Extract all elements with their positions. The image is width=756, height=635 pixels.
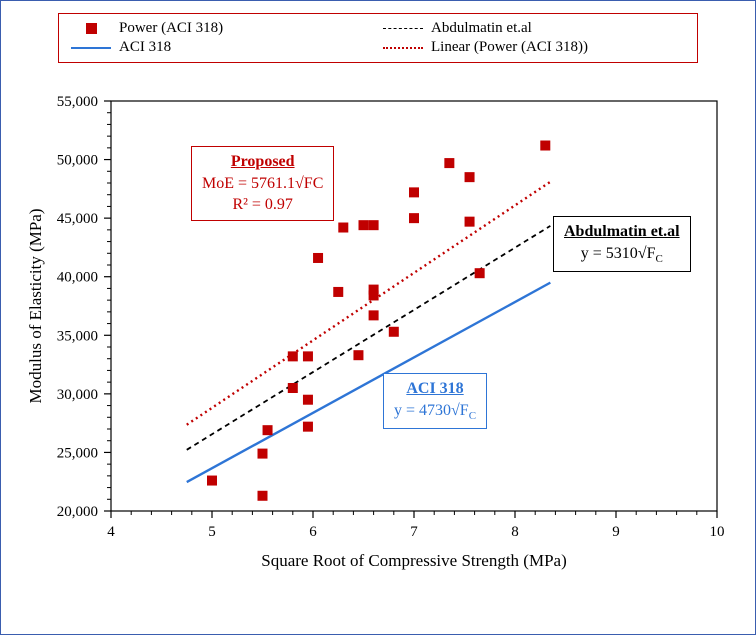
legend-label: Linear (Power (ACI 318)) bbox=[431, 39, 588, 56]
legend-label: ACI 318 bbox=[119, 39, 171, 56]
annotation-title: Proposed bbox=[202, 151, 323, 173]
annotation-line: y = 5310√FC bbox=[564, 243, 680, 267]
legend-item-linear: Linear (Power (ACI 318)) bbox=[383, 39, 685, 56]
solid-line-icon bbox=[71, 47, 111, 49]
legend-label: Power (ACI 318) bbox=[119, 20, 223, 37]
annotation-line: y = 4730√FC bbox=[394, 400, 476, 424]
svg-text:50,000: 50,000 bbox=[57, 153, 98, 169]
svg-text:55,000: 55,000 bbox=[57, 94, 98, 110]
legend-item-aci318: ACI 318 bbox=[71, 39, 373, 56]
svg-text:20,000: 20,000 bbox=[57, 504, 98, 520]
svg-text:8: 8 bbox=[511, 524, 519, 540]
annotation-title: Abdulmatin et.al bbox=[564, 221, 680, 243]
legend-item-abdulmatin: Abdulmatin et.al bbox=[383, 20, 685, 37]
svg-text:10: 10 bbox=[710, 524, 725, 540]
plot-svg: 4 5 6 7 8 9 10 Square Root of Compressive Stren… bbox=[1, 71, 756, 591]
svg-text:6: 6 bbox=[309, 524, 317, 540]
svg-text:5: 5 bbox=[208, 524, 216, 540]
dashed-line-icon bbox=[383, 28, 423, 29]
svg-text:25,000: 25,000 bbox=[57, 445, 98, 461]
annotation-aci318: ACI 318 y = 4730√FC bbox=[383, 373, 487, 429]
svg-text:Square Root of Compressive Str: Square Root of Compressive Strength (MPa… bbox=[261, 551, 567, 570]
svg-text:30,000: 30,000 bbox=[57, 387, 98, 403]
legend: Power (ACI 318) Abdulmatin et.al ACI 318… bbox=[58, 13, 698, 63]
svg-text:9: 9 bbox=[612, 524, 620, 540]
svg-text:35,000: 35,000 bbox=[57, 328, 98, 344]
legend-label: Abdulmatin et.al bbox=[431, 20, 532, 37]
annotation-line: R² = 0.97 bbox=[202, 194, 323, 216]
svg-text:45,000: 45,000 bbox=[57, 211, 98, 227]
dotted-line-icon bbox=[383, 47, 423, 49]
annotation-title: ACI 318 bbox=[394, 378, 476, 400]
annotation-abdulmatin: Abdulmatin et.al y = 5310√FC bbox=[553, 216, 691, 272]
svg-text:7: 7 bbox=[410, 524, 418, 540]
svg-text:40,000: 40,000 bbox=[57, 270, 98, 286]
svg-text:4: 4 bbox=[107, 524, 115, 540]
square-marker-icon bbox=[71, 23, 111, 34]
plot-area: 4 5 6 7 8 9 10 Square Root of Compressive Stren… bbox=[1, 71, 755, 591]
chart-container: Power (ACI 318) Abdulmatin et.al ACI 318… bbox=[0, 0, 756, 635]
annotation-proposed: Proposed MoE = 5761.1√FC R² = 0.97 bbox=[191, 146, 334, 221]
legend-item-power: Power (ACI 318) bbox=[71, 20, 373, 37]
annotation-line: MoE = 5761.1√FC bbox=[202, 173, 323, 195]
svg-text:Modulus of Elasticity (MPa): Modulus of Elasticity (MPa) bbox=[26, 208, 45, 403]
